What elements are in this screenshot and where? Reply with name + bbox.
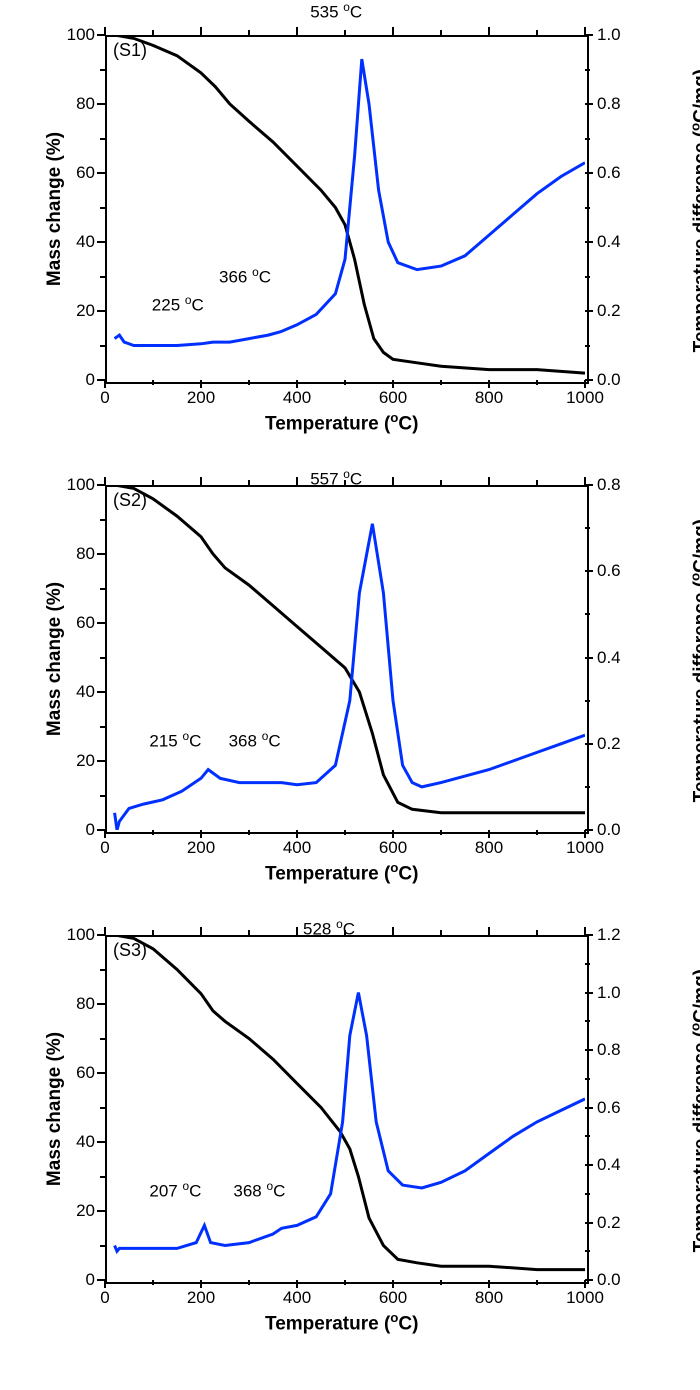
peak-annotation: 207 oC bbox=[149, 1179, 201, 1202]
y-right-axis-label: Temperature difference (oC/mg) bbox=[687, 60, 700, 360]
plot-svg bbox=[30, 20, 670, 440]
mass-change-line bbox=[115, 485, 585, 813]
y-left-axis-label: Mass change (%) bbox=[44, 129, 66, 289]
chart-panel-s3: 020040060080010000204060801000.00.20.40.… bbox=[30, 920, 670, 1340]
y-left-axis-label: Mass change (%) bbox=[44, 1029, 66, 1189]
x-axis-label: Temperature (oC) bbox=[265, 860, 418, 885]
chart-panel-s1: 020040060080010000204060801000.00.20.40.… bbox=[30, 20, 670, 440]
chart-panel-s2: 020040060080010000204060801000.00.20.40.… bbox=[30, 470, 670, 890]
peak-annotation: 366 oC bbox=[219, 265, 271, 288]
plot-svg bbox=[30, 920, 670, 1340]
peak-annotation: 215 oC bbox=[149, 729, 201, 752]
peak-annotation: 535 oC bbox=[310, 0, 362, 22]
x-axis-label: Temperature (oC) bbox=[265, 410, 418, 435]
peak-annotation: 225 oC bbox=[152, 293, 204, 316]
peak-annotation: 368 oC bbox=[229, 729, 281, 752]
peak-annotation: 528 oC bbox=[303, 917, 355, 940]
panel-label: (S2) bbox=[113, 490, 147, 511]
temperature-difference-line bbox=[115, 993, 585, 1252]
plot-svg bbox=[30, 470, 670, 890]
x-axis-label: Temperature (oC) bbox=[265, 1310, 418, 1335]
mass-change-line bbox=[115, 935, 585, 1270]
peak-annotation: 557 oC bbox=[310, 467, 362, 490]
panel-label: (S1) bbox=[113, 40, 147, 61]
y-right-axis-label: Temperature difference (oC/mg) bbox=[687, 960, 700, 1260]
y-left-axis-label: Mass change (%) bbox=[44, 579, 66, 739]
peak-annotation: 368 oC bbox=[233, 1179, 285, 1202]
panel-label: (S3) bbox=[113, 940, 147, 961]
y-right-axis-label: Temperature difference (oC/mg) bbox=[687, 510, 700, 810]
